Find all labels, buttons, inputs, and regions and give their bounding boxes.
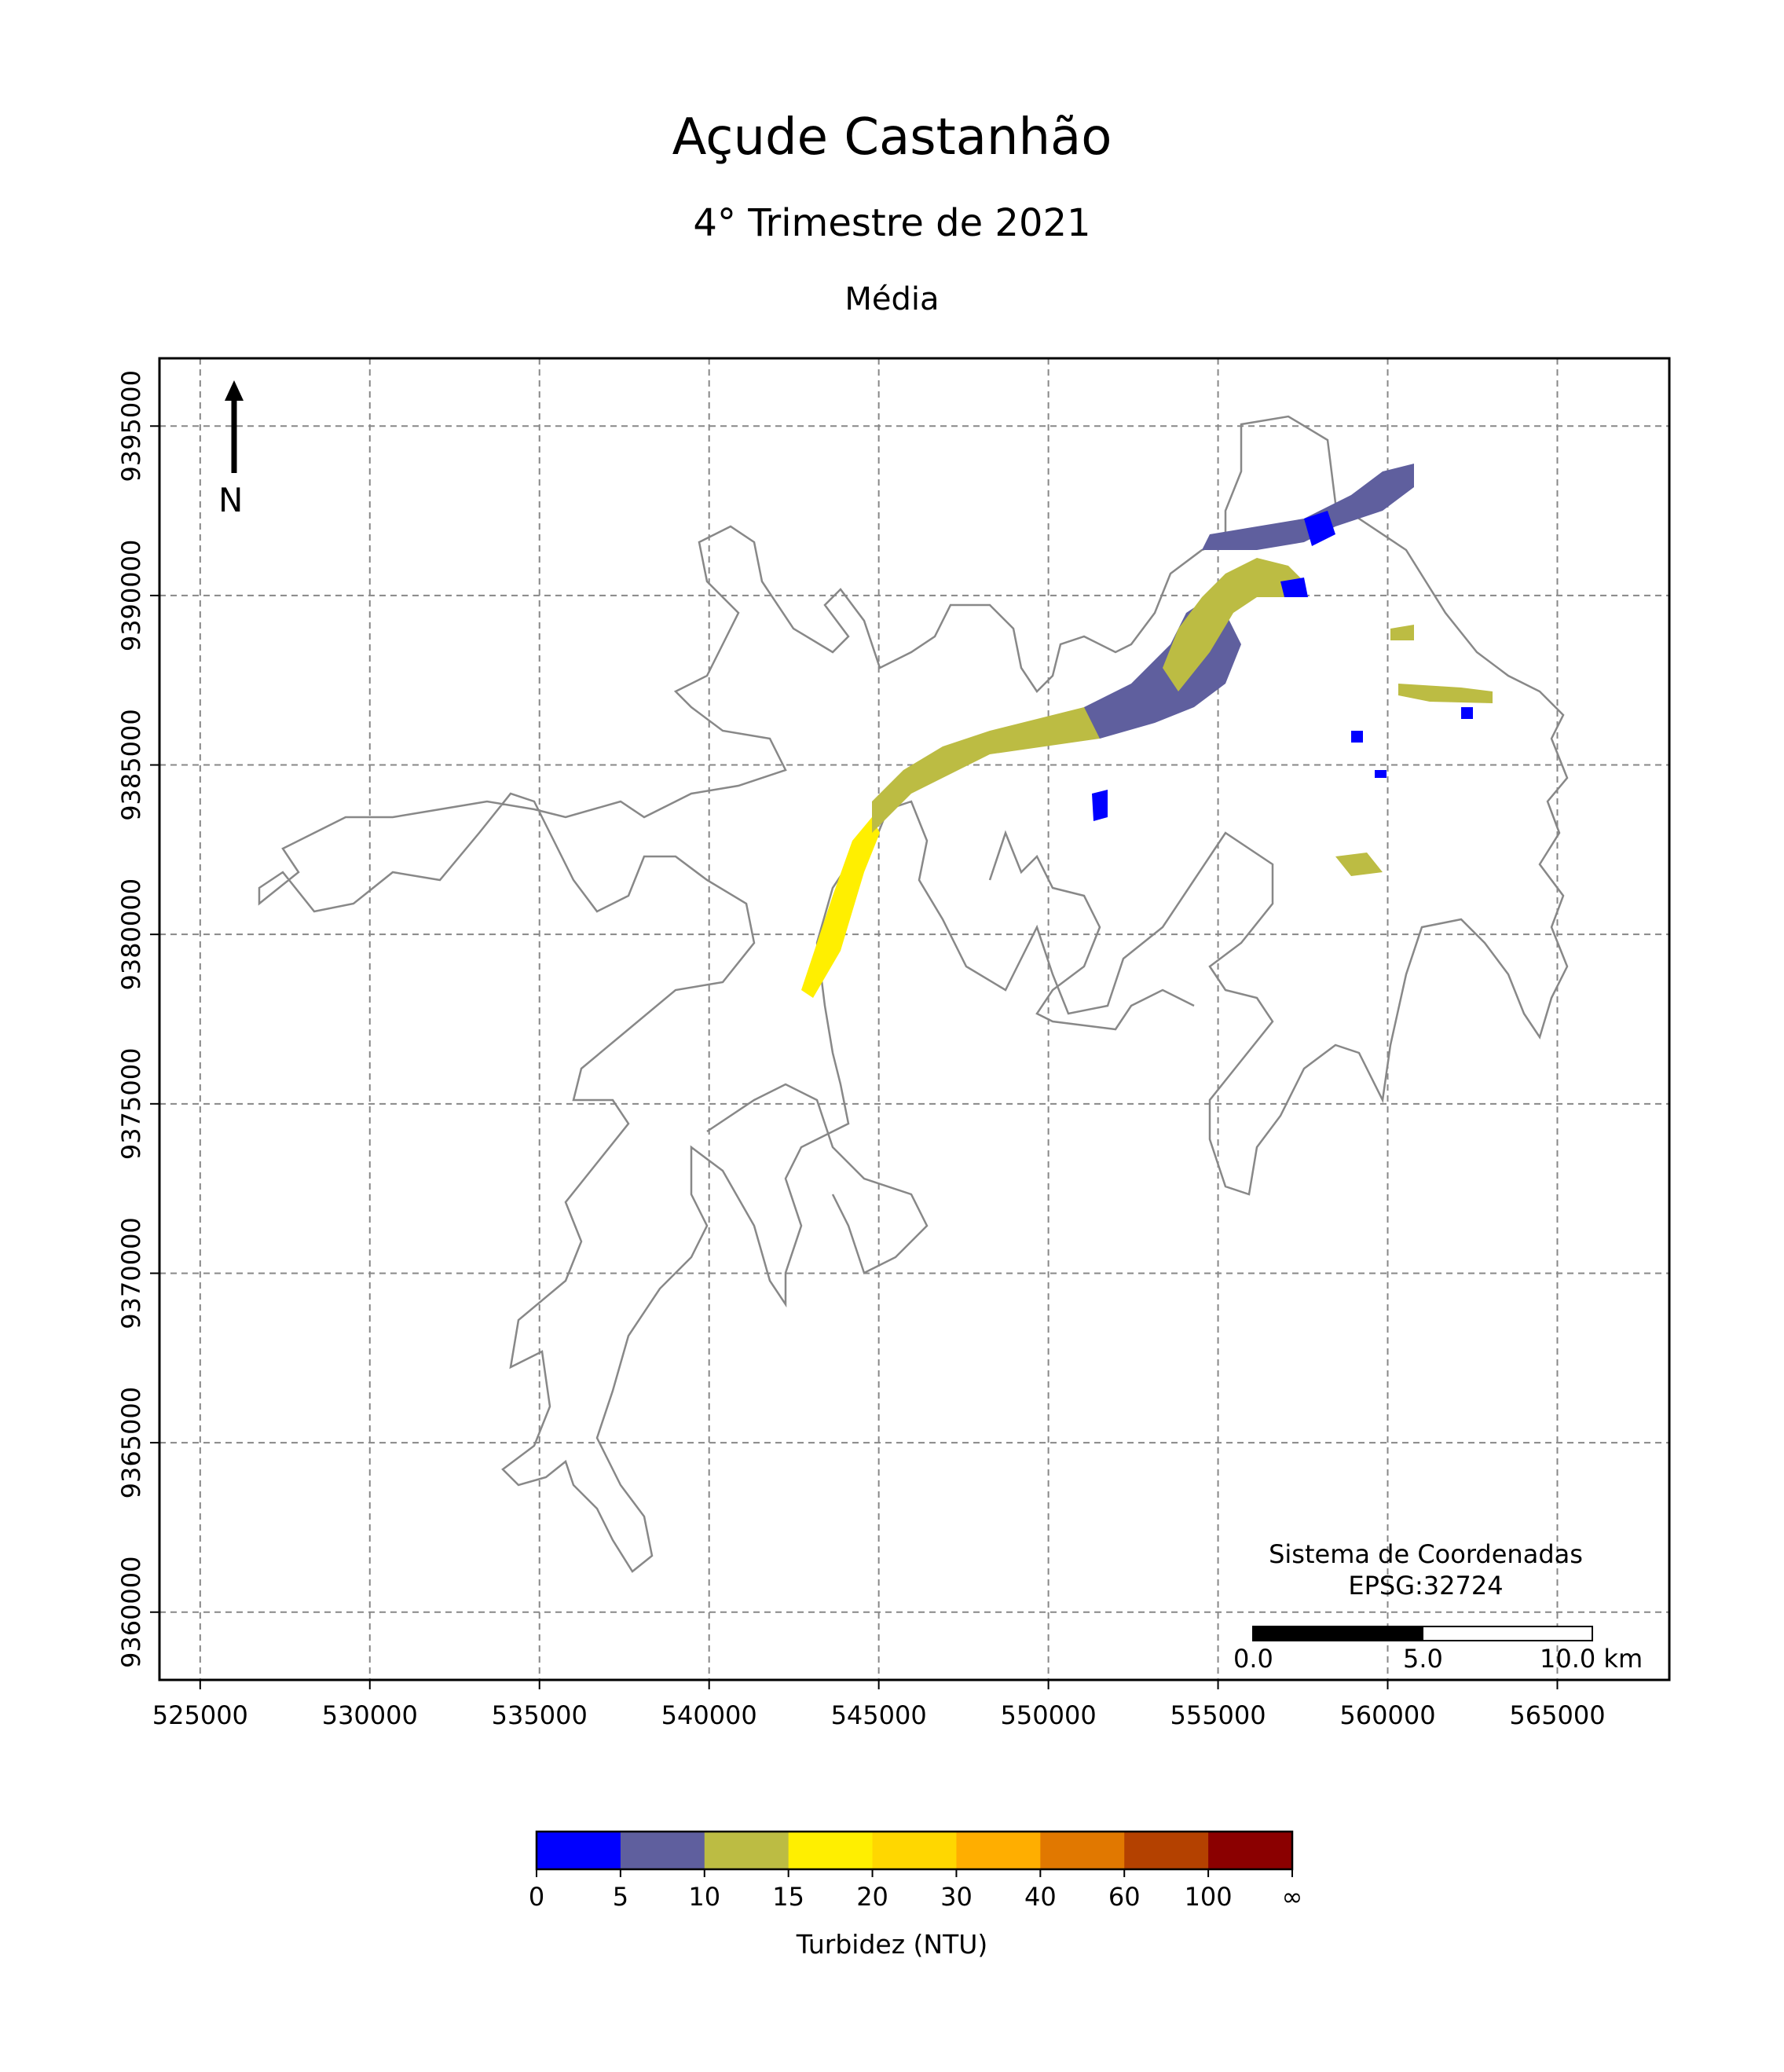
x-tick-label: 560000 [1339,1700,1435,1730]
x-tick-label: 550000 [1001,1700,1097,1730]
colorbar-label: Turbidez (NTU) [796,1929,988,1960]
map-plot-area [159,358,1669,1680]
colorbar-segment [872,1832,957,1869]
colorbar-tick-label: 20 [856,1882,888,1912]
scale-label-0: 0.0 [1233,1644,1273,1674]
x-tick-label: 545000 [831,1700,927,1730]
map-grid [159,358,1669,1680]
map-frame [158,357,1671,1681]
scale-label-2: 10.0 km [1540,1644,1643,1674]
colorbar-segment [788,1832,874,1869]
x-tick-label: 535000 [492,1700,588,1730]
y-axis: 9360000 9365000 9370000 9375000 9380000 93850… [116,370,159,1668]
coord-line-2: EPSG:32724 [1348,1571,1504,1601]
colorbar-segment [1208,1832,1293,1869]
colorbar-tick-label: 10 [688,1882,720,1912]
y-tick-label: 9390000 [116,540,146,652]
colorbar-segment [956,1832,1041,1869]
reservoir-layer [258,415,1569,1573]
coordinate-system-note: Sistema de Coordenadas EPSG:32724 [1214,1538,1638,1601]
y-tick-label: 9365000 [116,1387,146,1499]
x-tick-label: 540000 [661,1700,757,1730]
colorbar-tick-label: 15 [772,1882,804,1912]
y-tick-label: 9360000 [116,1556,146,1668]
reservoir-south-outline [706,1083,929,1274]
map-subtitle: 4° Trimestre de 2021 [693,201,1091,245]
x-tick-label: 530000 [322,1700,418,1730]
reservoir-arm-outline [988,830,1195,1031]
colorbar-tick-label: 60 [1108,1882,1141,1912]
colorbar: 0 5 10 15 20 30 40 60 100 ∞ [529,1830,1303,1912]
colorbar-tick-label: 30 [940,1882,973,1912]
x-axis: 525000 530000 535000 540000 545000 550000 5550… [152,1680,1606,1730]
turbidity-class-5-10-b [1202,464,1414,550]
turbidity-class-15-20 [801,817,880,998]
north-arrow-icon [225,380,244,473]
colorbar-tick-label: 100 [1185,1882,1233,1912]
colorbar-segment [1124,1832,1209,1869]
colorbar-segment [537,1832,621,1869]
y-tick-label: 9380000 [116,878,146,991]
y-tick-label: 9395000 [116,370,146,482]
map-statistic-label: Média [844,281,940,317]
colorbar-segment [704,1832,789,1869]
reservoir-outline [258,415,1569,1573]
colorbar-frame [535,1830,1294,1871]
turbidity-class-10-15-c [1335,625,1493,876]
coord-line-1: Sistema de Coordenadas [1269,1539,1583,1569]
x-tick-label: 565000 [1509,1700,1605,1730]
turbidity-layer [801,464,1493,998]
colorbar-tick-label: 5 [613,1882,628,1912]
scale-label-1: 5.0 [1403,1644,1443,1674]
x-tick-label: 555000 [1170,1700,1266,1730]
colorbar-segment [620,1832,705,1869]
colorbar-tick-label: 0 [529,1882,544,1912]
y-tick-label: 9370000 [116,1217,146,1329]
colorbar-tick-label: 40 [1024,1882,1057,1912]
y-tick-label: 9375000 [116,1048,146,1161]
colorbar-tick-label: ∞ [1282,1882,1303,1912]
north-label: N [218,481,244,519]
y-tick-label: 9385000 [116,709,146,821]
scale-bar [1252,1626,1593,1641]
x-tick-label: 525000 [152,1700,248,1730]
colorbar-segment [1040,1832,1125,1869]
map-title: Açude Castanhão [672,108,1112,167]
turbidity-class-10-15-b [1163,558,1304,691]
